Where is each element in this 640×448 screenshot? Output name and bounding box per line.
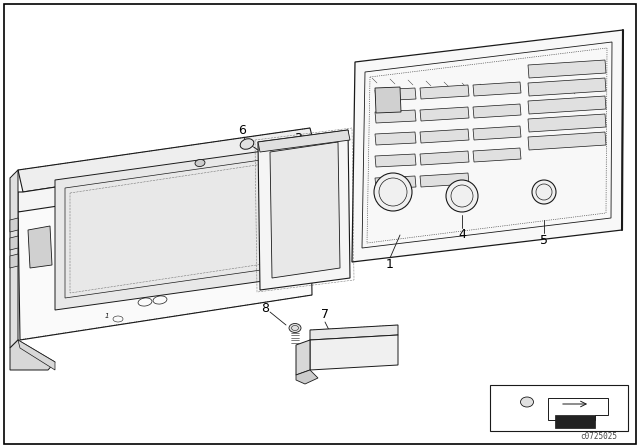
Polygon shape bbox=[528, 78, 606, 96]
Ellipse shape bbox=[240, 139, 254, 149]
Ellipse shape bbox=[289, 323, 301, 332]
Polygon shape bbox=[10, 236, 18, 250]
Polygon shape bbox=[420, 173, 469, 187]
Polygon shape bbox=[375, 88, 416, 101]
Ellipse shape bbox=[532, 180, 556, 204]
Text: c0725025: c0725025 bbox=[580, 432, 617, 441]
Text: 9: 9 bbox=[498, 405, 506, 418]
Polygon shape bbox=[55, 148, 285, 310]
Text: 7: 7 bbox=[321, 309, 329, 322]
Polygon shape bbox=[375, 176, 416, 189]
Ellipse shape bbox=[446, 180, 478, 212]
Polygon shape bbox=[528, 96, 606, 114]
Text: 8: 8 bbox=[261, 302, 269, 314]
Polygon shape bbox=[270, 142, 340, 278]
Polygon shape bbox=[296, 340, 310, 375]
Polygon shape bbox=[528, 60, 606, 78]
Polygon shape bbox=[18, 340, 55, 370]
Polygon shape bbox=[258, 130, 350, 152]
Polygon shape bbox=[375, 154, 416, 167]
Polygon shape bbox=[288, 148, 312, 155]
Polygon shape bbox=[420, 151, 469, 165]
Polygon shape bbox=[375, 110, 416, 123]
Polygon shape bbox=[420, 129, 469, 143]
Polygon shape bbox=[420, 85, 469, 99]
Text: 1: 1 bbox=[105, 313, 109, 319]
Polygon shape bbox=[10, 218, 18, 232]
Text: 2: 2 bbox=[144, 178, 152, 191]
Polygon shape bbox=[10, 170, 18, 348]
Text: 1: 1 bbox=[386, 258, 394, 271]
Polygon shape bbox=[420, 107, 469, 121]
Polygon shape bbox=[473, 148, 521, 162]
Polygon shape bbox=[296, 370, 318, 384]
Polygon shape bbox=[528, 114, 606, 132]
Text: 4: 4 bbox=[458, 228, 466, 241]
Polygon shape bbox=[352, 30, 623, 262]
Polygon shape bbox=[10, 254, 18, 268]
Ellipse shape bbox=[374, 173, 412, 211]
Polygon shape bbox=[310, 335, 398, 370]
Polygon shape bbox=[375, 132, 416, 145]
Polygon shape bbox=[473, 104, 521, 118]
Polygon shape bbox=[528, 132, 606, 150]
Text: 6: 6 bbox=[238, 124, 246, 137]
Polygon shape bbox=[28, 226, 52, 268]
Polygon shape bbox=[18, 128, 315, 192]
Polygon shape bbox=[473, 82, 521, 96]
Ellipse shape bbox=[195, 159, 205, 167]
Polygon shape bbox=[18, 168, 312, 340]
Polygon shape bbox=[10, 340, 55, 370]
Polygon shape bbox=[18, 148, 310, 212]
Polygon shape bbox=[310, 325, 398, 340]
Polygon shape bbox=[375, 87, 401, 113]
Polygon shape bbox=[555, 415, 595, 428]
Polygon shape bbox=[473, 126, 521, 140]
Polygon shape bbox=[258, 130, 350, 290]
Text: 5: 5 bbox=[540, 233, 548, 246]
Text: 3: 3 bbox=[294, 132, 302, 145]
Ellipse shape bbox=[520, 397, 534, 407]
Bar bbox=[490, 385, 628, 431]
